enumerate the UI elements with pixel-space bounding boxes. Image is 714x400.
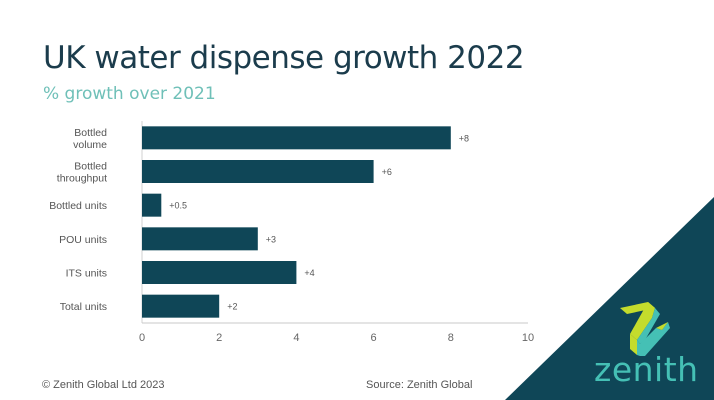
category-label-line: volume [73,139,107,151]
bar [142,261,297,284]
category-label-line: throughput [57,173,107,185]
category-label: Total units [60,301,107,313]
copyright-text: © Zenith Global Ltd 2023 [42,379,165,391]
x-tick-label: 0 [139,332,145,344]
bar [142,227,258,251]
zenith-z-icon [620,302,670,356]
source-text: Source: Zenith Global [366,379,473,391]
category-label: Bottled volume [73,127,107,151]
category-label-line: Bottled [74,161,107,173]
chart-title: UK water dispense growth 2022 [43,40,525,76]
bar [142,294,220,318]
bar [142,193,162,217]
category-label-line: ITS units [66,268,107,280]
x-tick-label: 8 [448,332,454,344]
category-label-line: POU units [59,234,107,246]
data-label: +8 [459,133,469,143]
chart-subtitle: % growth over 2021 [43,84,216,104]
x-tick-label: 6 [371,332,377,344]
data-label: +0.5 [169,201,187,211]
category-label: ITS units [66,268,107,280]
data-label: +3 [266,234,276,244]
data-label: +6 [382,167,392,177]
corner-triangle [505,197,714,400]
category-label: Bottled throughput [57,161,107,185]
category-label-line: Total units [60,301,107,313]
bar [142,126,451,150]
x-tick-label: 4 [293,332,299,344]
category-label: POU units [59,234,107,246]
x-tick-label: 2 [216,332,222,344]
category-label: Bottled units [49,200,107,212]
x-tick-label: 10 [522,332,534,344]
data-label: +2 [227,302,237,312]
category-label-line: Bottled [74,127,107,139]
data-label: +4 [304,268,314,278]
category-label-line: Bottled units [49,200,107,212]
zenith-logo-text: zenith [594,350,699,389]
bar [142,160,374,183]
